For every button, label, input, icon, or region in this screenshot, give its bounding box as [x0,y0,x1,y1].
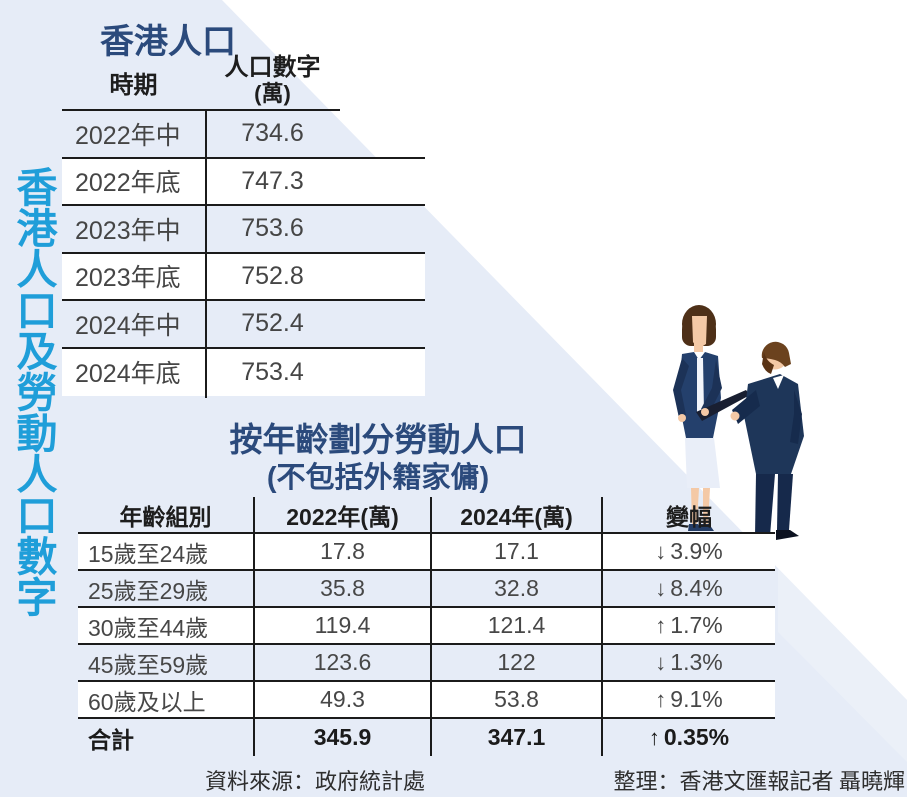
value-2024-cell: 347.1 [430,719,601,756]
value-2022-cell: 123.6 [253,645,430,680]
population-table-title: 香港人口 [100,23,236,61]
age-group-cell: 45歲至59歲 [88,651,209,678]
change-cell: ↓ 3.9% [601,534,775,569]
table-row: 15歲至24歲 17.8 17.1 ↓ 3.9% [78,534,775,571]
editor-credit-note: 整理：香港文匯報記者 聶曉輝 [613,769,905,794]
value-2022-cell: 119.4 [253,608,430,643]
change-value: 1.3% [670,649,723,675]
table-row: 60歲及以上 49.3 53.8 ↑ 9.1% [78,682,775,719]
age-group-cell: 合計 [88,726,134,753]
value-2022-cell: 35.8 [253,571,430,606]
table-row: 2022年底 747.3 [62,158,425,206]
up-arrow-icon: ↑ [648,724,660,750]
period-cell: 2024年中 [75,311,181,340]
table-row: 45歲至59歲 123.6 122 ↓ 1.3% [78,645,775,682]
table-row: 30歲至44歲 119.4 121.4 ↑ 1.7% [78,608,775,645]
age-group-cell: 25歲至29歲 [88,577,209,604]
up-arrow-icon: ↑ [655,612,667,638]
change-cell: ↑ 0.35% [601,719,775,756]
value-2024-cell: 17.1 [430,534,601,569]
column-header-period: 時期 [109,72,158,99]
column-header-2024: 2024年(萬) [430,497,601,532]
labour-table-subtitle: (不包括外籍家傭) [266,462,490,494]
value-cell: 747.3 [241,166,304,195]
change-cell: ↓ 8.4% [601,571,775,606]
change-value: 3.9% [670,538,723,564]
down-arrow-icon: ↓ [655,575,667,601]
period-cell: 2022年中 [75,121,181,150]
value-cell: 734.6 [241,119,304,148]
change-value: 9.1% [670,686,723,712]
value-2024-cell: 122 [430,645,601,680]
value-cell: 753.6 [241,214,304,243]
businesswoman-illustration [673,305,750,531]
down-arrow-icon: ↓ [655,649,667,675]
population-table-body: 2022年中 734.6 2022年底 747.3 2023年中 753.6 2… [62,111,425,396]
header-underline [62,109,340,111]
labour-table-title: 按年齡劃分勞動人口 [229,421,527,458]
column-header-population-line1: 人口數字 [224,54,321,81]
change-cell: ↑ 1.7% [601,608,775,643]
period-cell: 2023年底 [75,264,181,293]
column-header-age-group: 年齡組別 [119,503,212,530]
change-cell: ↓ 1.3% [601,645,775,680]
period-cell: 2024年底 [75,360,181,389]
value-cell: 753.4 [241,357,304,386]
column-divider [205,109,207,398]
age-group-cell: 30歲至44歲 [88,614,209,641]
age-group-cell: 15歲至24歲 [88,540,209,567]
column-header-population: 人口數字 (萬) [205,53,340,109]
population-table-header: 時期 人口數字 (萬) [62,53,340,109]
value-2022-cell: 49.3 [253,682,430,717]
change-value: 8.4% [670,575,723,601]
period-cell: 2023年中 [75,216,181,245]
change-value: 0.35% [663,724,730,750]
table-row: 2023年中 753.6 [62,206,425,254]
table-row: 25歲至29歲 35.8 32.8 ↓ 8.4% [78,571,775,608]
vertical-headline: 香港人口及勞動人口數字 [10,166,56,617]
column-header-change: 變幅 [601,497,775,532]
decorative-light-band [778,568,907,762]
age-group-cell: 60歲及以上 [88,688,206,715]
labour-table: 年齡組別 2022年(萬) 2024年(萬) 變幅 15歲至24歲 17.8 1… [78,497,775,756]
period-cell: 2022年底 [75,169,181,198]
change-cell: ↑ 9.1% [601,682,775,717]
business-people-illustration [673,305,804,543]
column-header-2022: 2022年(萬) [253,497,430,532]
down-arrow-icon: ↓ [655,538,667,564]
value-2024-cell: 32.8 [430,571,601,606]
value-2022-cell: 345.9 [253,719,430,756]
businessman-illustration [730,341,804,543]
change-value: 1.7% [670,612,723,638]
value-2022-cell: 17.8 [253,534,430,569]
value-cell: 752.8 [241,261,304,290]
up-arrow-icon: ↑ [655,686,667,712]
data-source-note: 資料來源：政府統計處 [205,769,426,794]
table-row: 2023年底 752.8 [62,253,425,301]
value-cell: 752.4 [241,309,304,338]
value-2024-cell: 53.8 [430,682,601,717]
table-row-total: 合計 345.9 347.1 ↑ 0.35% [78,719,775,756]
labour-table-header: 年齡組別 2022年(萬) 2024年(萬) 變幅 [78,497,775,534]
table-row: 2024年中 752.4 [62,301,425,349]
value-2024-cell: 121.4 [430,608,601,643]
table-row: 2022年中 734.6 [62,111,425,159]
column-header-population-unit: (萬) [254,81,291,106]
table-row: 2024年底 753.4 [62,348,425,396]
